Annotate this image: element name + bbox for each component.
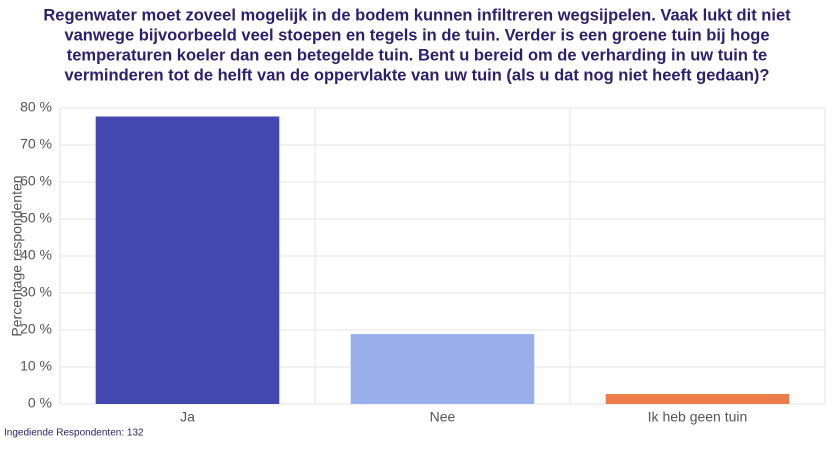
y-axis-label: Percentage respondenten xyxy=(9,175,25,336)
x-tick-label: Ja xyxy=(180,409,195,425)
y-tick-label: 80 % xyxy=(20,99,52,115)
bar xyxy=(95,116,280,404)
chart-title: vanwege bijvoorbeeld veel stoepen en teg… xyxy=(64,26,769,44)
x-tick-label: Nee xyxy=(430,409,456,425)
x-tick-label: Ik heb geen tuin xyxy=(648,409,748,425)
y-tick-label: 70 % xyxy=(20,136,52,152)
y-tick-label: 20 % xyxy=(20,321,52,337)
y-tick-label: 40 % xyxy=(20,247,52,263)
chart-title: verminderen tot de helft van de oppervla… xyxy=(64,66,769,84)
y-tick-label: 50 % xyxy=(20,210,52,226)
bar xyxy=(350,334,535,404)
chart-title: Regenwater moet zoveel mogelijk in de bo… xyxy=(43,6,791,24)
chart-title: temperaturen koeler dan een betegelde tu… xyxy=(67,46,767,64)
y-tick-label: 60 % xyxy=(20,173,52,189)
y-tick-label: 0 % xyxy=(28,395,52,411)
y-tick-label: 30 % xyxy=(20,284,52,300)
footnote: Ingediende Respondenten: 132 xyxy=(4,428,144,439)
y-tick-label: 10 % xyxy=(20,358,52,374)
bar xyxy=(605,394,790,404)
